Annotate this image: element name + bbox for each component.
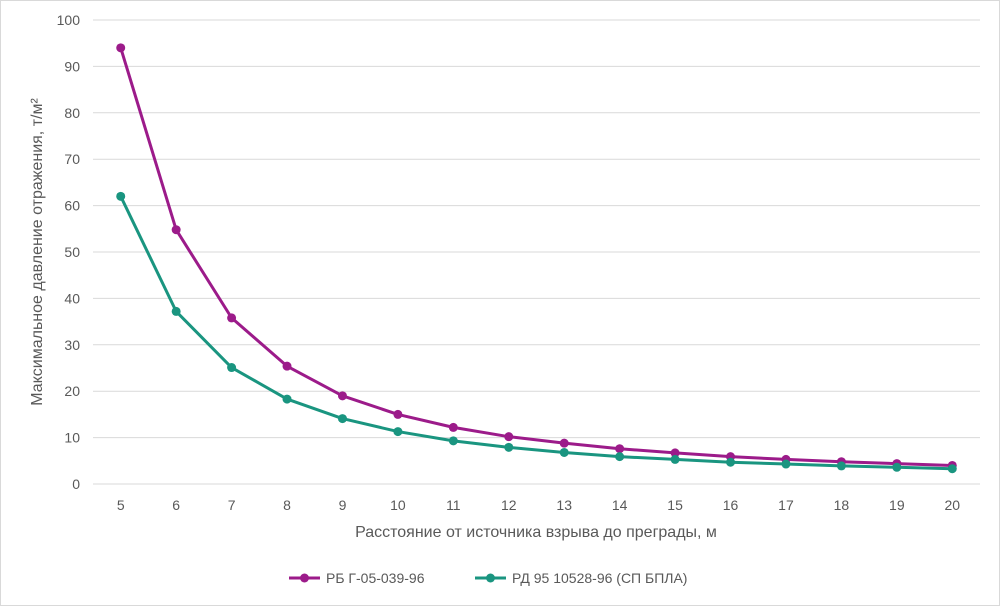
data-point [892, 462, 902, 472]
y-tick-label: 100 [57, 12, 81, 28]
series-line [119, 194, 954, 471]
x-tick-label: 9 [339, 497, 347, 513]
series-2 [116, 191, 957, 474]
data-point [282, 361, 292, 371]
x-tick-label: 15 [667, 497, 683, 513]
x-tick-label: 11 [446, 497, 461, 513]
y-axis-title: Максимальное давление отражения, т/м² [29, 98, 46, 406]
x-tick-label: 19 [889, 497, 905, 513]
data-point [227, 313, 237, 323]
legend-label: РБ Г-05-039-96 [326, 570, 425, 586]
y-tick-label: 30 [64, 337, 80, 353]
data-point [448, 422, 458, 432]
data-point [227, 363, 237, 373]
data-point [337, 391, 347, 401]
x-tick-label: 12 [501, 497, 517, 513]
x-tick-labels: 5 6 7 8 9 10 11 12 13 14 15 16 17 18 19 20 [117, 497, 960, 513]
y-tick-labels: 0 10 20 30 40 50 60 70 80 90 100 [57, 12, 81, 492]
x-tick-label: 8 [283, 497, 291, 513]
x-tick-label: 7 [228, 497, 236, 513]
data-point [781, 459, 791, 469]
data-point [282, 394, 292, 404]
series-1 [116, 43, 957, 470]
data-point [670, 454, 680, 464]
data-point [615, 452, 625, 462]
x-tick-label: 6 [172, 497, 180, 513]
y-tick-label: 50 [64, 244, 80, 260]
data-point [615, 444, 625, 454]
y-tick-label: 80 [64, 105, 80, 121]
data-point [947, 464, 957, 474]
x-tick-label: 10 [390, 497, 406, 513]
y-tick-label: 70 [64, 151, 80, 167]
data-point [670, 448, 680, 458]
legend-swatch-marker [300, 573, 309, 583]
data-point [393, 427, 403, 437]
gridlines [93, 19, 980, 485]
x-axis-title: Расстояние от источника взрыва до прегра… [355, 524, 717, 541]
data-point [337, 414, 347, 424]
x-tick-label: 17 [778, 497, 794, 513]
data-point [504, 442, 514, 452]
legend-label: РД 95 10528-96 (СП БПЛА) [512, 570, 687, 586]
x-tick-label: 20 [944, 497, 960, 513]
x-tick-label: 18 [834, 497, 850, 513]
y-tick-label: 10 [64, 430, 80, 446]
y-tick-label: 90 [64, 58, 80, 74]
series-lines [116, 43, 957, 474]
legend: РБ Г-05-039-96 РД 95 10528-96 (СП БПЛА) [289, 570, 687, 586]
data-point [116, 43, 126, 53]
y-tick-label: 60 [64, 198, 80, 214]
y-tick-label: 0 [72, 476, 80, 492]
data-point [726, 457, 736, 467]
y-tick-label: 20 [64, 383, 80, 399]
legend-item-2: РД 95 10528-96 (СП БПЛА) [475, 570, 687, 586]
x-tick-label: 5 [117, 497, 125, 513]
x-tick-label: 14 [612, 497, 628, 513]
x-tick-label: 16 [723, 497, 739, 513]
x-tick-label: 13 [556, 497, 572, 513]
y-tick-label: 40 [64, 290, 80, 306]
data-point [448, 436, 458, 446]
data-point [559, 438, 569, 448]
legend-swatch-marker [486, 573, 495, 583]
data-point [836, 461, 846, 471]
data-point [171, 306, 181, 316]
data-point [559, 447, 569, 457]
legend-item-1: РБ Г-05-039-96 [289, 570, 425, 586]
data-point [504, 432, 514, 442]
series-line [119, 46, 954, 467]
data-point [393, 409, 403, 419]
data-point [116, 191, 126, 201]
data-point [171, 225, 181, 235]
